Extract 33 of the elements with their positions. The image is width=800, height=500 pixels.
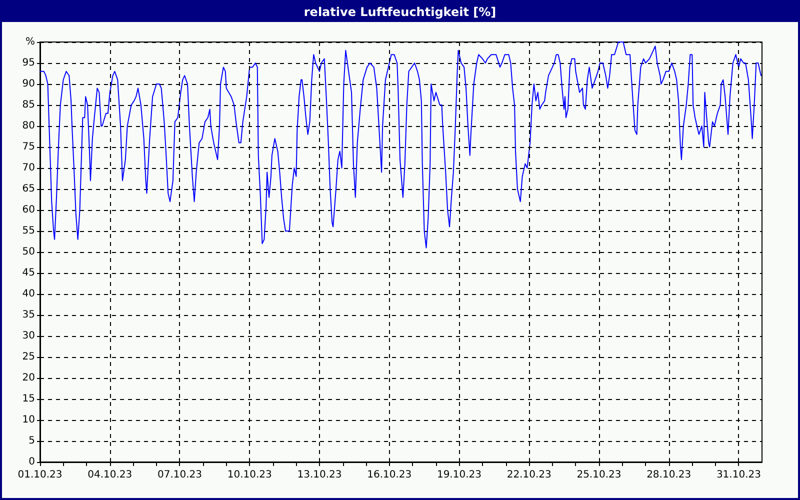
x-tick-label: 22.10.23 [506, 470, 552, 480]
y-tick-label: 10 [22, 414, 35, 426]
y-tick-label: 20 [22, 372, 35, 384]
y-tick-label: 85 [22, 100, 35, 110]
y-tick-label: 5 [28, 436, 35, 446]
x-tick-label: 31.10.23 [716, 470, 761, 480]
y-tick-label: 35 [22, 310, 35, 320]
y-tick-label: 80 [22, 120, 35, 132]
y-tick-label: 65 [22, 184, 35, 194]
y-tick-label: 55 [22, 226, 35, 236]
x-tick-label: 07.10.23 [157, 470, 202, 480]
x-tick-label: 25.10.23 [576, 470, 622, 480]
x-tick-label: 19.10.23 [436, 470, 482, 480]
y-tick-label: 70 [22, 162, 35, 174]
y-tick-label: 75 [22, 142, 35, 152]
x-tick-label: 16.10.23 [367, 470, 412, 480]
x-tick-label: 04.10.23 [88, 470, 132, 480]
y-tick-label: 90 [22, 78, 35, 90]
chart-title: relative Luftfeuchtigkeit [%] [2, 2, 798, 22]
x-tick-label: 28.10.23 [646, 470, 692, 480]
x-tick-label: 01.10.23 [18, 470, 62, 480]
y-tick-label: 15 [22, 394, 35, 404]
y-tick-label: 0 [28, 456, 35, 468]
y-tick-label: 60 [22, 204, 35, 216]
y-tick-label: 50 [22, 246, 35, 258]
y-tick-label: 45 [22, 268, 35, 278]
y-tick-label: 25 [22, 352, 35, 362]
y-tick-label: 30 [22, 330, 35, 342]
y-tick-label: 40 [22, 288, 35, 300]
x-tick-label: 10.10.23 [227, 470, 272, 480]
y-tick-label: % [25, 36, 35, 48]
y-tick-label: 95 [22, 58, 35, 68]
x-tick-label: 13.10.23 [297, 470, 342, 480]
